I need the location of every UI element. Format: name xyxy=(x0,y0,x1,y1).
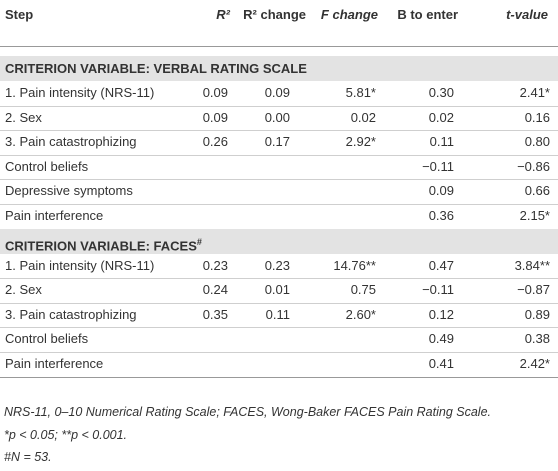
footnote: NRS-11, 0–10 Numerical Rating Scale; FAC… xyxy=(4,405,492,419)
value-cell: 0.01 xyxy=(264,282,290,298)
step-label: Pain interference xyxy=(5,208,104,223)
section-mark: # xyxy=(196,236,202,247)
row-rule xyxy=(0,204,558,205)
value-cell: 0.80 xyxy=(524,134,550,150)
value-cell: 0.89 xyxy=(524,306,550,322)
row-rule xyxy=(0,130,558,131)
section-band xyxy=(0,228,558,254)
value-cell: 2.15* xyxy=(519,208,550,223)
row-rule xyxy=(0,278,558,279)
column-header: F change xyxy=(320,7,378,22)
value-cell: −0.11 xyxy=(422,282,454,298)
column-header: B to enter xyxy=(397,7,458,22)
value-cell: 0.17 xyxy=(264,134,290,150)
value-cell: −0.86 xyxy=(517,158,550,174)
value-cell: 0.02 xyxy=(350,109,376,125)
value-cell: 0.38 xyxy=(524,331,550,347)
table-bottom-rule xyxy=(0,377,558,378)
value-cell: 0.36 xyxy=(428,208,454,223)
row-rule xyxy=(0,352,558,353)
value-cell: 0.11 xyxy=(429,134,454,150)
value-cell: 0.23 xyxy=(264,257,290,273)
value-cell: 0.35 xyxy=(202,306,228,322)
value-cell: 0.02 xyxy=(428,109,454,125)
value-cell: 2.42* xyxy=(519,356,550,371)
row-rule xyxy=(0,303,558,304)
step-label: 3. Pain catastrophizing xyxy=(5,306,137,322)
value-cell: −0.87 xyxy=(517,282,550,298)
section-title: CRITERION VARIABLE: VERBAL RATING SCALE xyxy=(5,61,307,76)
value-cell: 5.81* xyxy=(345,85,376,100)
value-cell: 0.09 xyxy=(202,85,228,100)
value-cell: 0.09 xyxy=(428,183,454,199)
step-label: 2. Sex xyxy=(5,109,42,125)
column-header: R² xyxy=(216,7,230,22)
section-title: CRITERION VARIABLE: FACES# xyxy=(5,236,202,253)
step-label: Pain interference xyxy=(5,356,104,371)
value-cell: 0.00 xyxy=(264,109,290,125)
step-label: Depressive symptoms xyxy=(5,183,133,199)
value-cell: 0.12 xyxy=(428,306,454,322)
step-label: 3. Pain catastrophizing xyxy=(5,134,137,150)
section-band xyxy=(0,56,558,81)
step-label: Control beliefs xyxy=(5,331,89,347)
value-cell: 0.49 xyxy=(428,331,454,347)
column-header: t-value xyxy=(506,7,548,22)
value-cell: 14.76** xyxy=(333,257,376,273)
column-header: Step xyxy=(5,7,34,22)
footnote: *p < 0.05; **p < 0.001. xyxy=(4,427,128,442)
column-header: R² change xyxy=(243,7,306,22)
row-rule xyxy=(0,179,558,180)
value-cell: −0.11 xyxy=(422,158,454,174)
step-label: Control beliefs xyxy=(5,158,89,174)
value-cell: 2.92* xyxy=(345,134,376,150)
value-cell: 2.60* xyxy=(345,306,376,322)
value-cell: 0.09 xyxy=(264,85,290,100)
step-label: 1. Pain intensity (NRS-11) xyxy=(5,257,155,273)
value-cell: 3.84** xyxy=(514,257,550,273)
value-cell: 0.41 xyxy=(428,356,454,371)
value-cell: 0.11 xyxy=(265,306,290,322)
value-cell: 2.41* xyxy=(519,85,550,100)
value-cell: 0.30 xyxy=(428,85,454,100)
footnote: #N = 53. xyxy=(4,450,52,464)
row-rule xyxy=(0,327,558,328)
value-cell: 0.24 xyxy=(202,282,228,298)
value-cell: 0.16 xyxy=(524,109,550,125)
value-cell: 0.09 xyxy=(202,109,228,125)
row-rule xyxy=(0,155,558,156)
value-cell: 0.66 xyxy=(524,183,550,199)
header-rule xyxy=(0,46,558,47)
row-rule xyxy=(0,106,558,107)
value-cell: 0.47 xyxy=(428,257,454,273)
value-cell: 0.23 xyxy=(202,257,228,273)
step-label: 1. Pain intensity (NRS-11) xyxy=(5,85,155,100)
value-cell: 0.26 xyxy=(202,134,228,150)
value-cell: 0.75 xyxy=(350,282,376,298)
step-label: 2. Sex xyxy=(5,282,42,298)
